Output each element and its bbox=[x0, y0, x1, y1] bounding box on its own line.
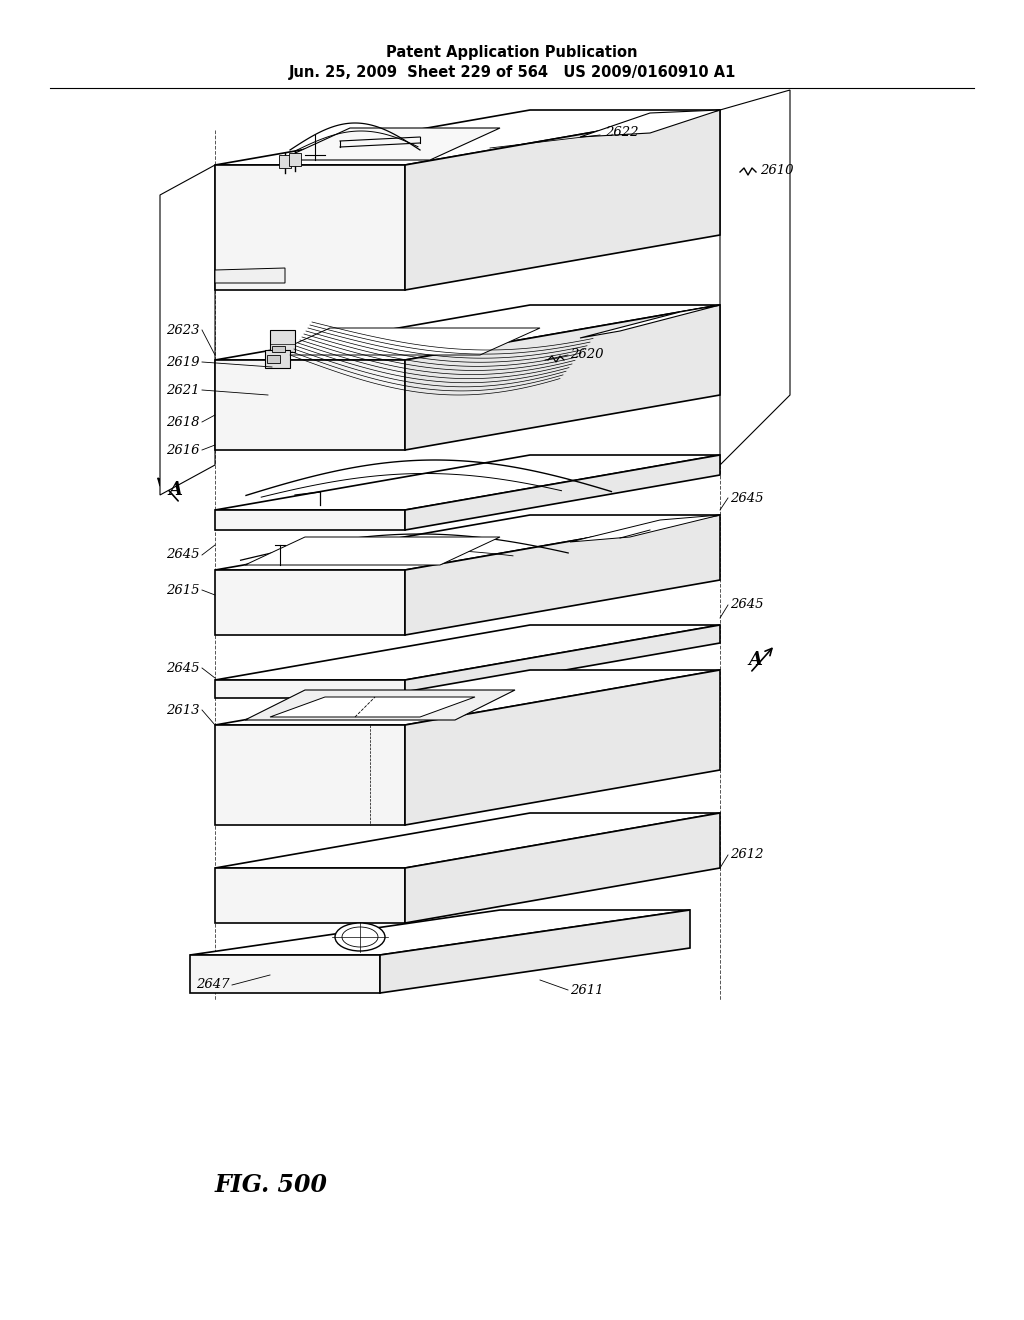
Polygon shape bbox=[406, 671, 720, 825]
Text: Jun. 25, 2009  Sheet 229 of 564   US 2009/0160910 A1: Jun. 25, 2009 Sheet 229 of 564 US 2009/0… bbox=[289, 65, 735, 79]
Polygon shape bbox=[406, 110, 720, 290]
Text: 2645: 2645 bbox=[730, 491, 764, 504]
Polygon shape bbox=[272, 346, 285, 352]
Text: 2611: 2611 bbox=[570, 983, 603, 997]
Text: A: A bbox=[748, 651, 762, 669]
Polygon shape bbox=[160, 165, 215, 495]
Text: 2621: 2621 bbox=[167, 384, 200, 396]
Polygon shape bbox=[215, 624, 720, 680]
Polygon shape bbox=[215, 268, 285, 282]
Polygon shape bbox=[215, 110, 720, 165]
Text: 2618: 2618 bbox=[167, 416, 200, 429]
Text: FIG. 500: FIG. 500 bbox=[215, 1173, 328, 1197]
Polygon shape bbox=[215, 725, 406, 825]
Text: 2645: 2645 bbox=[167, 549, 200, 561]
Ellipse shape bbox=[342, 927, 378, 946]
Polygon shape bbox=[265, 350, 290, 368]
Polygon shape bbox=[215, 515, 720, 570]
Polygon shape bbox=[270, 330, 295, 352]
Polygon shape bbox=[190, 954, 380, 993]
Text: 2645: 2645 bbox=[730, 598, 764, 611]
Polygon shape bbox=[215, 680, 406, 698]
Text: Patent Application Publication: Patent Application Publication bbox=[386, 45, 638, 59]
Polygon shape bbox=[580, 305, 720, 338]
Ellipse shape bbox=[335, 923, 385, 950]
Polygon shape bbox=[406, 305, 720, 450]
Polygon shape bbox=[270, 327, 540, 355]
Polygon shape bbox=[215, 165, 406, 290]
Polygon shape bbox=[380, 909, 690, 993]
Text: 2645: 2645 bbox=[167, 661, 200, 675]
Text: 2620: 2620 bbox=[570, 348, 603, 362]
Polygon shape bbox=[580, 110, 720, 137]
Polygon shape bbox=[215, 360, 406, 450]
Polygon shape bbox=[720, 90, 790, 465]
Text: 2623: 2623 bbox=[167, 323, 200, 337]
Polygon shape bbox=[406, 624, 720, 698]
Polygon shape bbox=[215, 671, 720, 725]
Polygon shape bbox=[245, 690, 515, 719]
Polygon shape bbox=[570, 515, 720, 543]
Polygon shape bbox=[215, 570, 406, 635]
Text: 2622: 2622 bbox=[605, 127, 639, 140]
Text: 2619: 2619 bbox=[167, 355, 200, 368]
Polygon shape bbox=[289, 153, 301, 166]
Polygon shape bbox=[406, 455, 720, 531]
Text: A: A bbox=[168, 480, 182, 499]
Text: 2647: 2647 bbox=[197, 978, 230, 991]
Polygon shape bbox=[267, 355, 280, 363]
Polygon shape bbox=[270, 697, 475, 717]
Text: 2616: 2616 bbox=[167, 444, 200, 457]
Polygon shape bbox=[279, 154, 291, 168]
Polygon shape bbox=[215, 455, 720, 510]
Text: 2610: 2610 bbox=[760, 164, 794, 177]
Polygon shape bbox=[280, 128, 500, 160]
Text: 2612: 2612 bbox=[730, 849, 764, 862]
Polygon shape bbox=[406, 515, 720, 635]
Polygon shape bbox=[215, 305, 720, 360]
Polygon shape bbox=[215, 510, 406, 531]
Polygon shape bbox=[190, 909, 690, 954]
Polygon shape bbox=[215, 813, 720, 869]
Polygon shape bbox=[215, 869, 406, 923]
Polygon shape bbox=[245, 537, 500, 565]
Text: 2613: 2613 bbox=[167, 704, 200, 717]
Polygon shape bbox=[406, 813, 720, 923]
Text: 2615: 2615 bbox=[167, 583, 200, 597]
